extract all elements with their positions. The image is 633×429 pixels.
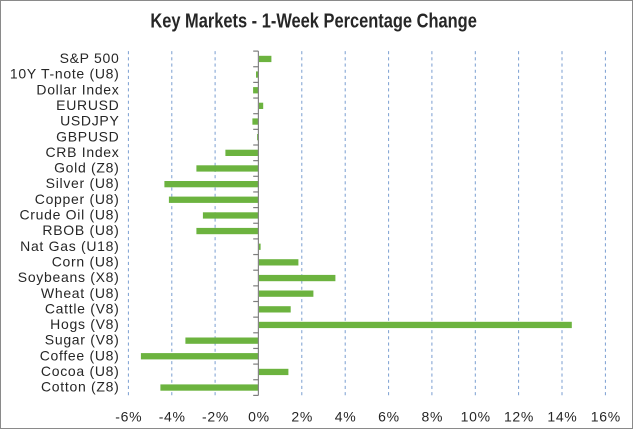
svg-text:Key Markets - 1-Week Percentag: Key Markets - 1-Week Percentage Change	[150, 10, 477, 33]
svg-text:Wheat (U8): Wheat (U8)	[41, 285, 120, 301]
svg-text:USDJPY: USDJPY	[60, 113, 119, 129]
svg-text:CRB Index: CRB Index	[46, 144, 120, 160]
svg-text:EURUSD: EURUSD	[56, 97, 119, 113]
svg-text:GBPUSD: GBPUSD	[56, 128, 119, 144]
svg-text:Silver (U8): Silver (U8)	[46, 175, 120, 191]
svg-text:Coffee (U8): Coffee (U8)	[40, 347, 120, 363]
svg-text:-2%: -2%	[202, 408, 229, 424]
svg-text:12%: 12%	[504, 408, 534, 424]
svg-text:4%: 4%	[335, 408, 357, 424]
svg-text:10%: 10%	[461, 408, 491, 424]
svg-text:0%: 0%	[248, 408, 270, 424]
svg-text:RBOB (U8): RBOB (U8)	[42, 222, 119, 238]
svg-text:14%: 14%	[547, 408, 577, 424]
svg-text:Sugar (V8): Sugar (V8)	[45, 332, 120, 348]
svg-text:Cotton (Z8): Cotton (Z8)	[41, 379, 120, 395]
svg-text:Nat Gas (U18): Nat Gas (U18)	[20, 238, 119, 254]
svg-text:Gold (Z8): Gold (Z8)	[54, 160, 119, 176]
svg-text:Crude Oil (U8): Crude Oil (U8)	[19, 207, 119, 223]
svg-text:Cattle (V8): Cattle (V8)	[45, 300, 120, 316]
svg-text:-6%: -6%	[115, 408, 142, 424]
svg-text:10Y T-note (U8): 10Y T-note (U8)	[10, 66, 120, 82]
svg-text:16%: 16%	[591, 408, 621, 424]
svg-text:8%: 8%	[421, 408, 443, 424]
svg-text:Cocoa (U8): Cocoa (U8)	[41, 363, 120, 379]
svg-text:Copper (U8): Copper (U8)	[35, 191, 120, 207]
svg-text:2%: 2%	[291, 408, 313, 424]
svg-text:6%: 6%	[378, 408, 400, 424]
svg-text:Dollar Index: Dollar Index	[36, 81, 119, 97]
svg-text:-4%: -4%	[159, 408, 186, 424]
svg-text:Hogs (V8): Hogs (V8)	[50, 316, 119, 332]
svg-text:Corn (U8): Corn (U8)	[52, 254, 120, 270]
svg-text:S&P 500: S&P 500	[60, 50, 120, 66]
svg-text:Soybeans (X8): Soybeans (X8)	[18, 269, 120, 285]
